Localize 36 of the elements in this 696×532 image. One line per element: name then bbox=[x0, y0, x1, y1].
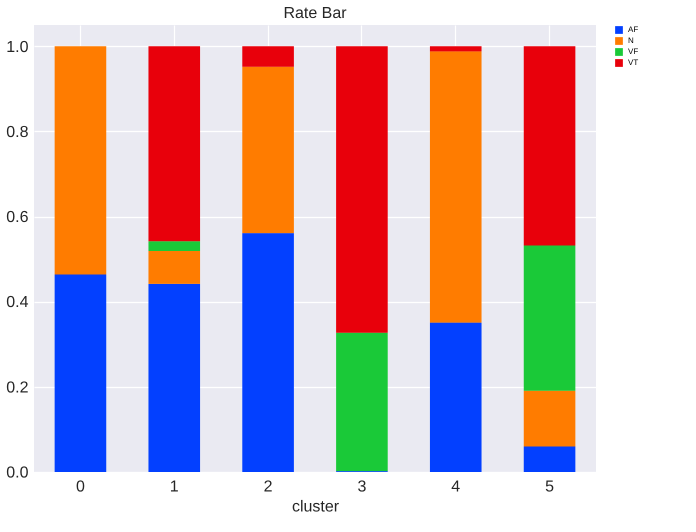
bar bbox=[430, 322, 482, 472]
bar bbox=[148, 284, 200, 472]
bar bbox=[242, 46, 294, 67]
bar bbox=[430, 46, 482, 52]
bar bbox=[242, 66, 294, 234]
x-tick-label: 5 bbox=[545, 478, 554, 496]
bar bbox=[336, 46, 388, 333]
bar bbox=[524, 446, 576, 472]
bar bbox=[54, 46, 106, 274]
bar bbox=[148, 46, 200, 242]
y-tick-label: 1.0 bbox=[6, 38, 29, 56]
y-tick-label: 0.6 bbox=[6, 209, 29, 226]
bar bbox=[148, 241, 200, 252]
y-tick-label: 0.2 bbox=[6, 379, 29, 396]
x-axis-title: cluster bbox=[292, 498, 340, 516]
bar bbox=[242, 233, 294, 472]
bar bbox=[524, 46, 576, 246]
legend-label: AF bbox=[628, 25, 638, 34]
bar bbox=[148, 251, 200, 284]
chart-title: Rate Bar bbox=[283, 5, 348, 22]
y-tick-label: 0.0 bbox=[6, 464, 29, 482]
legend-label: VF bbox=[628, 47, 638, 56]
bar bbox=[336, 332, 388, 472]
bar bbox=[524, 246, 576, 391]
y-tick-label: 0.4 bbox=[6, 294, 29, 312]
x-tick-label: 1 bbox=[170, 478, 179, 496]
legend-label: N bbox=[628, 36, 634, 45]
bar bbox=[54, 274, 106, 472]
bar bbox=[524, 390, 576, 446]
bar bbox=[430, 51, 482, 323]
x-tick-label: 2 bbox=[264, 478, 273, 496]
legend-label: VT bbox=[628, 58, 638, 67]
x-tick-label: 4 bbox=[451, 478, 460, 496]
y-tick-label: 0.8 bbox=[6, 124, 29, 141]
x-tick-label: 0 bbox=[76, 478, 85, 496]
x-tick-label: 3 bbox=[357, 478, 366, 496]
